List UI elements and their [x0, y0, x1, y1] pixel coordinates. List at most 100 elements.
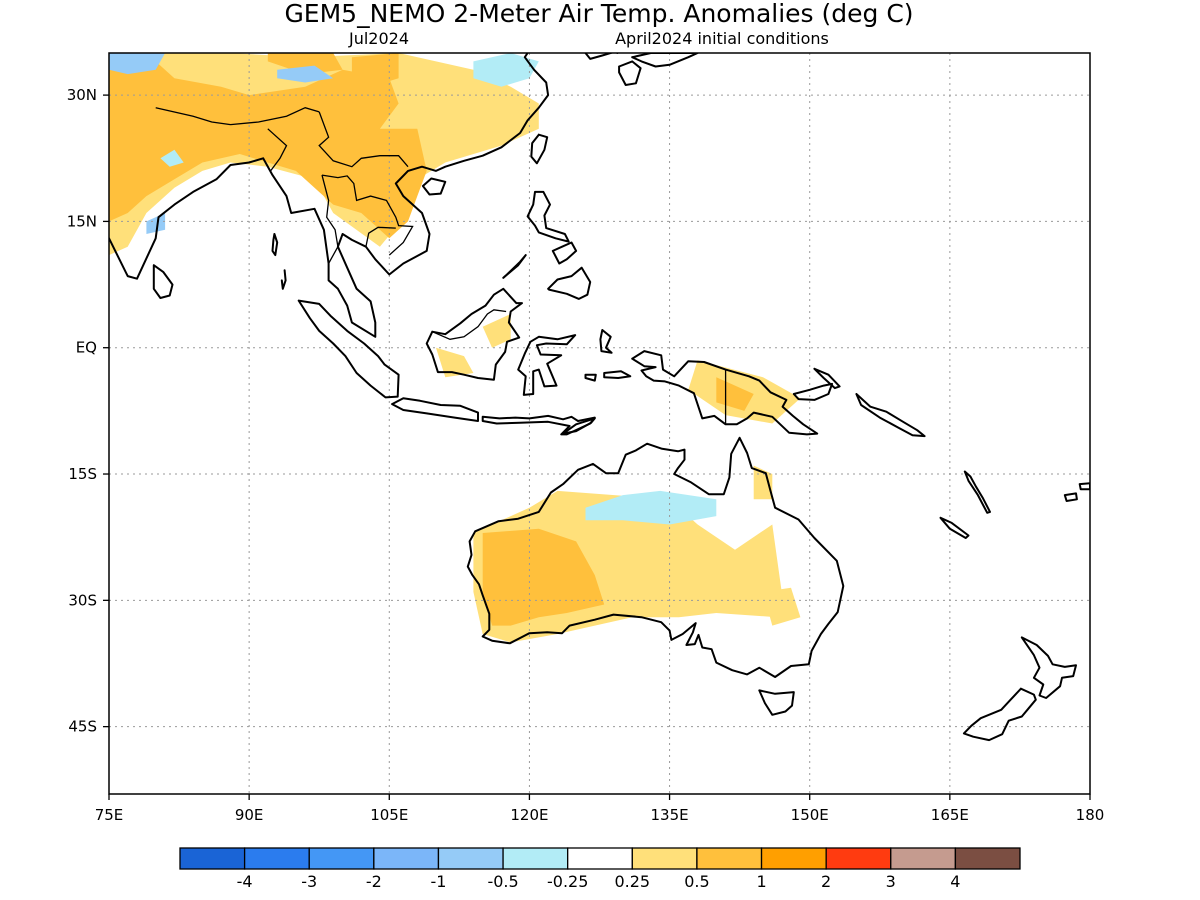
anomaly-region-16	[146, 213, 166, 234]
colorbar-swatch	[567, 847, 633, 870]
colorbar-label: -2	[366, 872, 382, 891]
coastline-tasmania	[758, 689, 795, 716]
anomaly-region-12	[585, 490, 717, 525]
coastline-timor	[562, 417, 596, 435]
country-border-1	[155, 107, 231, 126]
coastline-halmahera	[599, 329, 613, 354]
coastline-nz-north	[1020, 636, 1077, 699]
colorbar-label: -3	[301, 872, 317, 891]
coastline-korea	[584, 53, 619, 60]
coastline-vanuatu	[963, 470, 991, 514]
coastline-new-guinea	[631, 350, 819, 436]
coastline-sumatra	[297, 299, 400, 399]
coastline-nicobar	[280, 269, 287, 290]
coastline-japan-honshu	[631, 53, 699, 68]
colorbar-swatch	[308, 847, 375, 870]
longitude-axis: 75E 90E 105E 120E 135E 150E 165E 180	[95, 794, 1105, 824]
colorbar-label: -4	[237, 872, 253, 891]
anomaly-region-13	[473, 53, 539, 87]
y-tick-label: 30N	[67, 86, 97, 104]
coastline-nz-south	[962, 687, 1037, 742]
colorbar-label: 2	[821, 872, 831, 891]
y-tick-label: 15N	[67, 212, 97, 230]
latitude-axis: 30N 15N EQ 15S 30S 45S	[67, 86, 109, 736]
colorbar-label: -0.25	[547, 872, 588, 891]
map-panel	[108, 52, 1091, 795]
anomaly-region-11	[763, 587, 801, 626]
x-tick-label: 105E	[370, 806, 408, 824]
coastline-solomons	[855, 393, 926, 438]
lat-lon-grid	[109, 53, 1090, 794]
coastline-new-britain	[792, 382, 834, 401]
colorbar-swatch	[179, 847, 246, 870]
subtitle-initial-conditions: April2024 initial conditions	[615, 29, 829, 48]
y-tick-label: 15S	[68, 465, 97, 483]
x-tick-label: 90E	[235, 806, 264, 824]
anomaly-region-17	[160, 149, 184, 167]
coastline-sulawesi	[517, 334, 577, 396]
coastline-seram	[603, 370, 632, 379]
x-tick-label: 135E	[651, 806, 689, 824]
colorbar-swatch	[696, 847, 763, 870]
country-border-3	[318, 111, 409, 168]
y-tick-label: 45S	[68, 718, 97, 736]
coastline-java	[391, 397, 479, 422]
coastline-sri-lanka	[152, 264, 174, 299]
colorbar-swatch	[502, 847, 569, 870]
colorbar-label: -1	[430, 872, 446, 891]
coastline-asia-main	[109, 53, 550, 338]
country-border-2	[267, 128, 288, 172]
colorbar-swatch	[825, 847, 892, 870]
x-tick-label: 165E	[931, 806, 969, 824]
colorbar-label: 0.5	[684, 872, 709, 891]
coastline-hainan	[421, 177, 447, 196]
coastline-luzon	[526, 190, 570, 243]
country-borders	[155, 107, 727, 425]
coastline-buru	[584, 373, 597, 382]
colorbar-swatch	[631, 847, 698, 870]
colorbar-label: 3	[886, 872, 896, 891]
colorbar: -4 -3 -2 -1 -0.5 -0.25 0.25 0.5 1 2 3 4	[179, 847, 1021, 891]
colorbar-swatch	[954, 847, 1021, 870]
coastline-palawan	[502, 254, 527, 279]
coastline-andaman	[271, 233, 279, 257]
y-tick-label: 30S	[68, 591, 97, 609]
subtitle-month: Jul2024	[348, 29, 409, 48]
colorbar-label: 4	[950, 872, 960, 891]
colorbar-label: -0.5	[487, 872, 518, 891]
figure-title: GEM5_NEMO 2-Meter Air Temp. Anomalies (d…	[284, 0, 913, 28]
anomaly-region-9	[482, 314, 511, 348]
anomaly-region-14	[277, 65, 334, 83]
country-border-5	[321, 174, 339, 264]
anomaly-region-1	[109, 53, 427, 239]
map-frame	[108, 52, 1091, 795]
coastline-fiji-2	[1078, 482, 1090, 491]
y-tick-label: EQ	[76, 339, 97, 357]
coastline-taiwan	[530, 133, 549, 165]
country-border-8	[432, 309, 507, 340]
colorbar-label: 1	[756, 872, 766, 891]
coastline-australia	[466, 436, 845, 678]
x-tick-label: 120E	[510, 806, 548, 824]
colorbar-label: 0.25	[614, 872, 650, 891]
x-tick-label: 75E	[95, 806, 124, 824]
anomaly-region-5	[482, 528, 605, 626]
anomaly-shading-layer	[109, 53, 801, 643]
coastline-new-caledonia	[939, 516, 970, 539]
coastline-borneo	[425, 287, 523, 381]
colorbar-swatch	[437, 847, 504, 870]
coastline-mindanao	[547, 266, 592, 300]
coastline-fiji	[1063, 492, 1078, 502]
anomaly-region-8	[436, 347, 474, 378]
anomaly-region-15	[109, 53, 166, 75]
country-border-4	[321, 174, 414, 256]
anomaly-region-18	[510, 533, 539, 546]
anomaly-region-3	[351, 53, 399, 87]
colorbar-swatch	[760, 847, 827, 870]
coastlines	[109, 53, 1090, 742]
colorbar-swatch	[890, 847, 957, 870]
x-tick-label: 180	[1076, 806, 1105, 824]
x-tick-label: 150E	[791, 806, 829, 824]
coastline-new-ireland	[813, 367, 841, 390]
